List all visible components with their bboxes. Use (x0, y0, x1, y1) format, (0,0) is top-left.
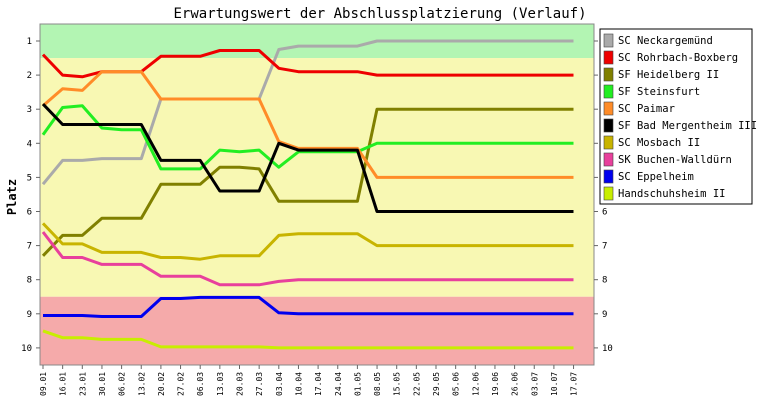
legend-swatch-2 (603, 67, 614, 82)
y-tick-label-left-9: 10 (21, 344, 32, 354)
x-tick-label-9: 13.03 (216, 372, 225, 396)
x-tick-label-13: 10.04 (294, 372, 303, 396)
legend-label-8: SC Eppelheim (618, 171, 694, 183)
x-tick-label-6: 20.02 (157, 372, 166, 396)
series-line-0 (41, 39, 574, 186)
x-tick-label-17: 08.05 (373, 372, 382, 396)
y-tick-label-right-9: 10 (602, 344, 613, 354)
plot-frame (39, 23, 595, 366)
y-tick-label-left-3: 4 (27, 139, 32, 149)
x-tick-label-19: 22.05 (412, 372, 421, 396)
x-tick-label-21: 05.06 (452, 372, 461, 396)
y-tick-label-left-7: 8 (27, 276, 32, 286)
legend-swatch-5 (603, 118, 614, 133)
legend-label-7: SK Buchen-Walldürn (618, 154, 732, 166)
y-ticks-left: 1 2 3 4 5 6 7 8 9 10 (21, 37, 40, 354)
legend-swatch-8 (603, 169, 614, 184)
x-tick-label-10: 20.03 (236, 372, 245, 396)
legend-box (599, 28, 753, 205)
legend-swatch-0 (603, 33, 614, 48)
legend-label-9: Handschuhsheim II (618, 188, 725, 200)
x-tick-label-25: 03.07 (530, 372, 539, 396)
y-tick-label-right-6: 7 (602, 242, 607, 252)
series-line-4 (42, 70, 574, 179)
x-tick-label-3: 30.01 (98, 372, 107, 396)
x-tick-label-11: 27.03 (255, 372, 264, 396)
legend-swatch-9 (603, 186, 614, 201)
x-tick-label-7: 27.02 (177, 372, 186, 396)
x-tick-label-18: 15.05 (393, 372, 402, 396)
legend-swatch-4 (603, 101, 614, 116)
y-axis-label: Platz (5, 179, 19, 215)
x-tick-label-8: 06.03 (196, 372, 205, 396)
legend: SC Neckargemünd SC Rohrbach-Boxberg SF Hei… (599, 28, 757, 205)
y-tick-label-right-8: 9 (602, 310, 607, 320)
y-tick-label-left-0: 1 (27, 37, 32, 47)
y-tick-label-left-5: 6 (27, 208, 32, 218)
y-tick-label-left-4: 5 (27, 173, 32, 183)
y-tick-label-left-6: 7 (27, 242, 32, 252)
legend-label-6: SC Mosbach II (618, 137, 700, 149)
legend-label-5: SF Bad Mergentheim III (618, 120, 757, 132)
legend-label-1: SC Rohrbach-Boxberg (618, 52, 738, 64)
x-tick-label-2: 23.01 (78, 372, 87, 396)
series-line-2 (41, 107, 574, 257)
legend-label-2: SF Heidelberg II (618, 69, 719, 81)
y-tick-label-right-7: 8 (602, 276, 607, 286)
x-tick-label-15: 24.04 (334, 372, 343, 396)
series-line-5 (41, 103, 574, 213)
legend-swatch-3 (603, 84, 614, 99)
y-tick-label-left-8: 9 (27, 310, 32, 320)
x-tick-label-14: 17.04 (314, 372, 323, 396)
x-tick-label-5: 13.02 (137, 372, 146, 396)
x-tick-label-23: 19.06 (491, 372, 500, 396)
legend-swatch-1 (603, 50, 614, 65)
legend-label-4: SC Paimar (618, 103, 675, 115)
x-tick-label-16: 01.05 (353, 372, 362, 396)
x-ticks: 09.01 16.01 23.01 30.01 06.02 13.02 20.02 27.02… (39, 365, 579, 396)
x-tick-label-1: 16.01 (59, 372, 68, 396)
series-lines (41, 39, 574, 350)
x-tick-label-24: 26.06 (511, 372, 520, 396)
series-line-3 (41, 104, 574, 171)
legend-swatch-6 (603, 135, 614, 150)
y-tick-label-left-1: 2 (27, 71, 32, 81)
x-tick-label-0: 09.01 (39, 372, 48, 396)
zone-band-2 (40, 296, 594, 365)
chart-title: Erwartungswert der Abschlussplatzierung … (173, 6, 586, 22)
y-tick-label-right-5: 6 (602, 208, 607, 218)
y-tick-label-left-2: 3 (27, 105, 32, 115)
x-tick-label-12: 03.04 (275, 372, 284, 396)
series-line-6 (41, 222, 574, 261)
series-line-8 (43, 295, 574, 318)
series-line-9 (42, 329, 574, 350)
legend-label-0: SC Neckargemünd (618, 35, 713, 47)
legend-label-3: SF Steinsfurt (618, 86, 700, 98)
x-tick-label-26: 10.07 (550, 372, 559, 396)
series-line-7 (41, 231, 574, 287)
x-tick-label-22: 12.06 (471, 372, 480, 396)
x-tick-label-20: 29.05 (432, 372, 441, 396)
legend-swatch-7 (603, 152, 614, 167)
x-tick-label-4: 06.02 (118, 372, 127, 396)
x-tick-label-27: 17.07 (570, 372, 579, 396)
